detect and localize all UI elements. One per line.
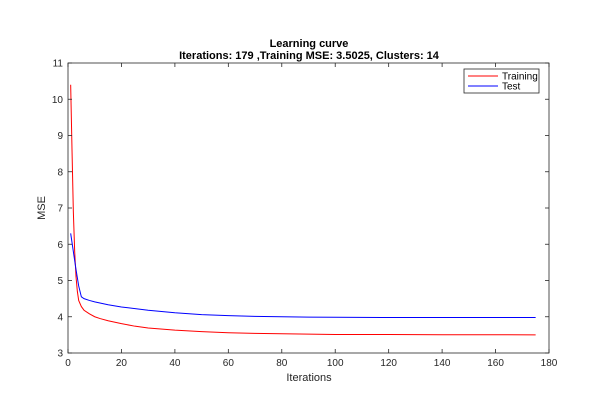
y-tick-label: 8	[57, 167, 63, 178]
x-tick-label: 100	[327, 358, 344, 369]
y-tick-label: 5	[57, 276, 63, 287]
x-axis-label: Iterations	[286, 372, 332, 384]
x-tick-label: 40	[169, 358, 181, 369]
x-tick-label: 20	[116, 358, 128, 369]
y-tick-label: 4	[57, 312, 63, 323]
y-tick-label: 7	[57, 204, 63, 215]
series-layer	[70, 84, 536, 336]
plot-background	[68, 63, 549, 353]
x-tick-label: 80	[276, 358, 288, 369]
y-tick-label: 3	[57, 349, 63, 360]
y-tick-label: 9	[57, 131, 63, 142]
plot-area	[68, 63, 549, 353]
legend-label-test: Test	[502, 82, 521, 93]
legend-label-training: Training	[502, 72, 538, 83]
legend-box	[463, 68, 540, 94]
x-tick-label: 60	[223, 358, 235, 369]
x-tick-label: 0	[65, 358, 71, 369]
chart-subtitle: Iterations: 179 ,Training MSE: 3.5025, C…	[179, 50, 440, 62]
series-line-test	[70, 233, 536, 318]
x-tick-label: 140	[434, 358, 451, 369]
chart-title: Learning curve	[270, 38, 349, 50]
y-tick-label: 10	[52, 95, 64, 106]
y-axis-label: MSE	[36, 196, 48, 220]
x-tick-label: 180	[541, 358, 558, 369]
x-tick-label: 120	[380, 358, 397, 369]
axes-layer: 0 20 40 60 80 100 120 140 160 180 3 4 5 6 7 8 9 10 11	[52, 59, 558, 370]
y-tick-label: 11	[53, 59, 64, 70]
series-line-training	[70, 84, 536, 336]
y-tick-label: 6	[57, 240, 63, 251]
x-tick-label: 160	[487, 358, 504, 369]
